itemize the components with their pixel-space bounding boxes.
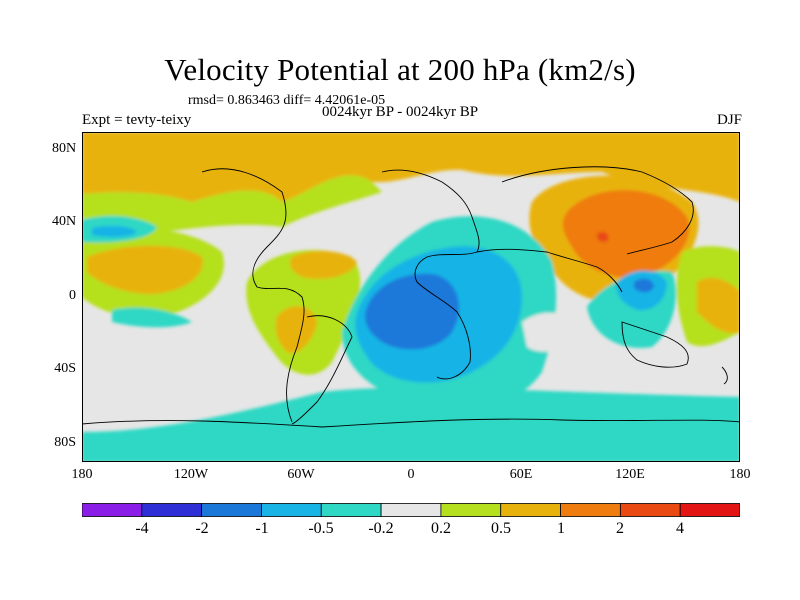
lat-tick-label: 80S — [54, 435, 76, 450]
colorbar-swatch — [261, 503, 322, 517]
colorbar-swatch — [320, 503, 382, 517]
contour-region — [87, 245, 203, 294]
colorbar-label: 1 — [557, 520, 565, 537]
lon-tick-label: 60W — [287, 467, 315, 482]
colorbar-swatch — [201, 503, 262, 517]
colorbar-label: -0.5 — [308, 520, 334, 537]
colorbar-label: -2 — [195, 520, 209, 537]
colorbar-swatch — [500, 503, 561, 517]
colorbar-label: 0.2 — [431, 520, 451, 537]
lon-tick-label: 60E — [509, 467, 533, 482]
lon-tick-label: 180 — [71, 467, 93, 482]
contour-region — [275, 306, 317, 353]
season-label: DJF — [716, 112, 742, 128]
coastlines — [82, 166, 740, 428]
contour-region — [112, 307, 192, 328]
colorbar-swatch — [560, 503, 621, 517]
lat-tick-label: 40N — [52, 214, 77, 229]
lon-tick-label: 180 — [729, 467, 751, 482]
lon-tick-label: 120E — [615, 467, 645, 482]
contour-region — [634, 278, 654, 293]
colorbar-swatch — [82, 503, 143, 517]
contour-region — [82, 175, 382, 232]
lat-tick-label: 0 — [69, 288, 76, 303]
contour-region — [92, 225, 137, 237]
colorbar-swatch — [440, 503, 502, 517]
colorbar-label: -0.2 — [368, 520, 394, 537]
chart-title: Velocity Potential at 200 hPa (km2/s) — [164, 52, 636, 87]
colorbar — [82, 503, 740, 517]
contour-region — [82, 132, 740, 202]
experiment-text: Expt = tevty-teixy — [82, 112, 192, 128]
colorbar-swatch — [679, 503, 740, 517]
lat-tick-label: 40S — [54, 361, 76, 376]
velocity-potential-map — [82, 132, 740, 462]
contour-region — [697, 277, 740, 333]
colorbar-label: 2 — [616, 520, 624, 537]
colorbar-label: -4 — [135, 520, 149, 537]
colorbar-label: -1 — [255, 520, 269, 537]
colorbar-swatch — [380, 503, 442, 517]
colorbar-swatch — [619, 503, 681, 517]
contour-region — [365, 273, 460, 350]
period-text: 0024kyr BP - 0024kyr BP — [321, 104, 479, 120]
contour-region — [82, 387, 740, 462]
colorbar-label: 0.5 — [491, 520, 511, 537]
lon-tick-label: 120W — [173, 467, 209, 482]
lon-tick-label: 0 — [407, 467, 415, 482]
lat-tick-label: 80N — [52, 141, 77, 156]
contour-region — [562, 190, 690, 278]
contour-region — [290, 250, 357, 279]
colorbar-label: 4 — [676, 520, 684, 537]
contour-region — [596, 232, 609, 242]
map-frame — [82, 132, 740, 462]
contour-region — [522, 312, 577, 352]
stats-text: rmsd= 0.863463 diff= 4.42061e-05 — [188, 93, 386, 108]
colorbar-swatch — [141, 503, 203, 517]
